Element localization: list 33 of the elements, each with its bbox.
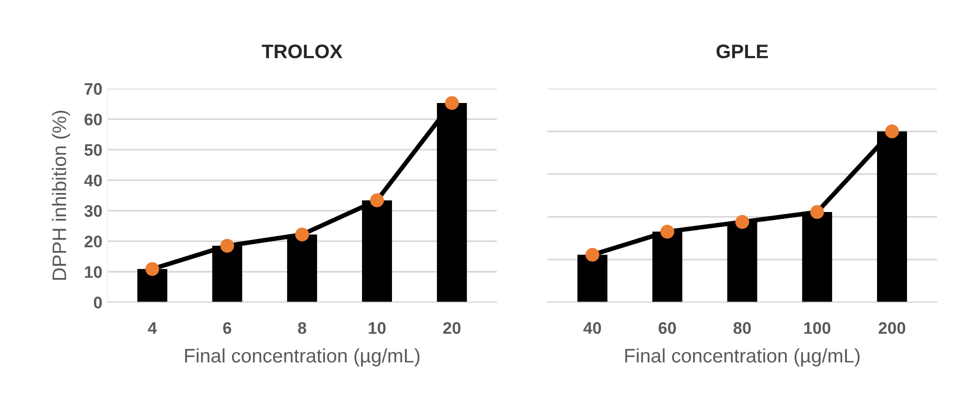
x-tick-label: 100 [804, 322, 830, 334]
y-tick-label: 50 [84, 144, 102, 156]
y-tick-label: 40 [84, 174, 102, 186]
point [220, 238, 234, 253]
x-tick-label: 8 [298, 322, 306, 334]
chart-title: GPLE [716, 44, 768, 58]
chart-title: TROLOX [262, 44, 342, 58]
x-tick-label: 40 [583, 322, 602, 334]
x-tick-label: 20 [443, 322, 460, 334]
point [735, 215, 750, 229]
x-tick-label: 200 [878, 322, 906, 334]
x-axis-title: Final concentration (µg/mL) [625, 348, 860, 366]
y-tick-label: 0 [94, 296, 102, 308]
x-axis-title: Final concentration (µg/mL) [185, 348, 420, 366]
point [885, 124, 899, 138]
point [810, 205, 824, 219]
point [586, 248, 600, 262]
y-tick-label: 20 [84, 236, 102, 248]
point [295, 228, 310, 242]
point [370, 193, 384, 208]
x-tick-label: 60 [658, 322, 676, 334]
x-tick-label: 4 [148, 322, 157, 334]
x-tick-label: 10 [368, 322, 386, 334]
y-tick-label: 60 [84, 114, 102, 126]
x-tick-label: 80 [733, 322, 751, 334]
y-axis-title: DPPH inhibition (%) [52, 110, 70, 280]
y-tick-label: 30 [84, 205, 102, 217]
point [444, 96, 459, 110]
y-tick-label: 70 [84, 83, 102, 95]
x-tick-label: 6 [223, 322, 232, 334]
point [145, 262, 160, 276]
point [660, 224, 674, 239]
y-tick-label: 10 [85, 266, 102, 278]
